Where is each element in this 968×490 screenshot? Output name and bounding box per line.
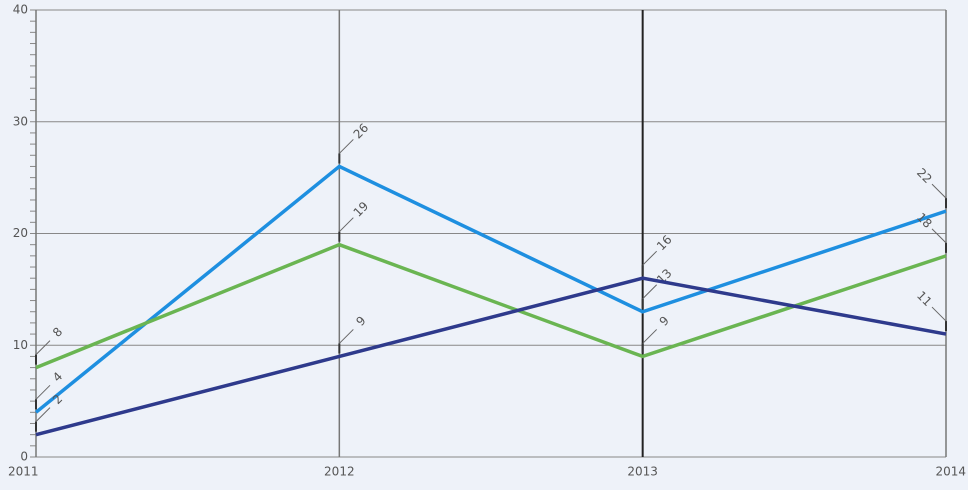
leader-line	[642, 329, 658, 344]
y-tick-label: 20	[13, 226, 28, 240]
data-label: 8	[50, 325, 65, 340]
leader-line	[35, 340, 51, 355]
x-tick-label: 2012	[324, 465, 355, 479]
data-label: 18	[914, 210, 935, 231]
data-label: 26	[351, 121, 372, 142]
leader-line	[642, 284, 658, 300]
x-tick-label: 2014	[935, 465, 966, 479]
data-label: 11	[914, 288, 935, 309]
series-line	[34, 164, 947, 414]
leader-line	[931, 183, 947, 199]
leader-line	[931, 228, 947, 244]
leader-line	[338, 139, 354, 154]
data-label: 16	[654, 232, 675, 253]
data-label: 2	[50, 392, 65, 407]
y-tick-label: 10	[13, 338, 28, 352]
leader-line	[642, 250, 658, 266]
y-tick-label: 40	[13, 3, 28, 17]
leader-line	[35, 407, 51, 423]
data-label: 4	[50, 369, 65, 384]
leader-line	[931, 306, 947, 322]
leader-line	[338, 217, 354, 233]
y-tick-label: 30	[13, 114, 28, 128]
data-label: 22	[914, 165, 935, 186]
x-tick-label: 2013	[627, 465, 658, 479]
series-line	[35, 276, 947, 437]
series-line	[35, 242, 947, 370]
data-label: 9	[657, 313, 672, 328]
data-label: 19	[351, 199, 372, 220]
x-tick-label: 2011	[8, 465, 39, 479]
leader-line	[338, 329, 354, 344]
y-tick-label: 0	[20, 450, 28, 464]
data-label: 9	[353, 313, 368, 328]
leader-line	[35, 384, 51, 400]
